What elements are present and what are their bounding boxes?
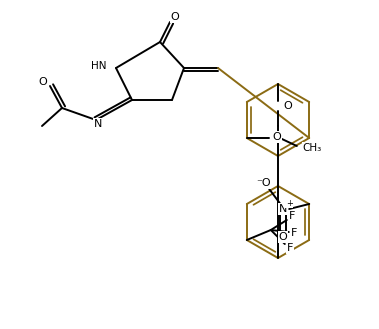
Text: HN: HN — [91, 61, 106, 71]
Text: O: O — [273, 132, 282, 142]
Text: O: O — [279, 232, 288, 242]
Text: O: O — [283, 101, 292, 111]
Text: F: F — [291, 228, 297, 238]
Text: O: O — [39, 77, 47, 87]
Text: F: F — [287, 243, 293, 253]
Text: CH₃: CH₃ — [303, 143, 322, 153]
Text: N: N — [94, 119, 102, 129]
Text: N: N — [279, 204, 287, 214]
Text: O: O — [171, 12, 179, 22]
Text: F: F — [289, 211, 295, 221]
Text: ⁻O: ⁻O — [256, 178, 271, 188]
Text: +: + — [286, 198, 293, 208]
